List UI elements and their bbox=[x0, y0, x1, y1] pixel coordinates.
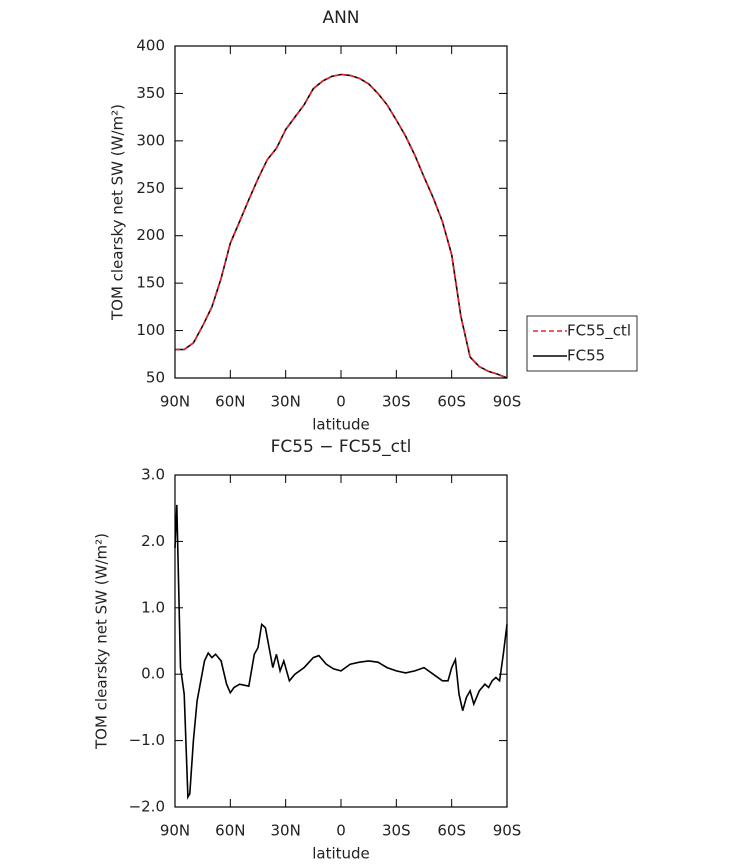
x-tick-label: 0 bbox=[336, 822, 346, 840]
x-tick-label: 60S bbox=[437, 822, 466, 840]
x-tick-label: 30S bbox=[382, 822, 411, 840]
x-tick-label: 30N bbox=[271, 393, 301, 411]
y-tick-label: 3.0 bbox=[141, 466, 165, 484]
x-tick-label: 30S bbox=[382, 393, 411, 411]
legend-label: FC55 bbox=[567, 347, 605, 365]
x-tick-label: 0 bbox=[336, 393, 346, 411]
x-axis-label: latitude bbox=[312, 416, 370, 434]
series-line bbox=[174, 504, 508, 800]
plot-frame bbox=[174, 474, 508, 808]
y-tick-label: 150 bbox=[136, 274, 165, 292]
y-tick-label: 2.0 bbox=[141, 532, 165, 550]
x-tick-label: 90S bbox=[493, 393, 522, 411]
x-tick-label: 60N bbox=[215, 822, 245, 840]
x-tick-label: 60S bbox=[437, 393, 466, 411]
y-tick-label: 0.0 bbox=[141, 665, 165, 683]
y-tick-label: 300 bbox=[136, 131, 165, 149]
series-line bbox=[175, 73, 508, 379]
y-tick-label: 100 bbox=[136, 321, 165, 339]
chart-title: FC55 − FC55_ctl bbox=[271, 437, 412, 457]
legend-box bbox=[526, 315, 638, 372]
y-axis-label: TOM clearsky net SW (W/m²) bbox=[93, 533, 111, 750]
y-tick-label: 200 bbox=[136, 226, 165, 244]
x-tick-label: 90S bbox=[493, 822, 522, 840]
legend-label: FC55_ctl bbox=[567, 322, 631, 341]
y-axis-label: TOM clearsky net SW (W/m²) bbox=[109, 104, 127, 321]
x-tick-label: 60N bbox=[215, 393, 245, 411]
y-tick-label: −1.0 bbox=[129, 731, 165, 749]
x-axis-label: latitude bbox=[312, 845, 370, 863]
x-tick-label: 90N bbox=[160, 822, 190, 840]
y-tick-label: 400 bbox=[136, 37, 165, 55]
series-line bbox=[175, 73, 508, 379]
y-tick-label: 50 bbox=[146, 369, 165, 387]
x-tick-label: 90N bbox=[160, 393, 190, 411]
y-tick-label: 350 bbox=[136, 84, 165, 102]
x-tick-label: 30N bbox=[271, 822, 301, 840]
y-tick-label: 250 bbox=[136, 179, 165, 197]
chart-title: ANN bbox=[322, 8, 359, 28]
y-tick-label: 1.0 bbox=[141, 598, 165, 616]
y-tick-label: −2.0 bbox=[129, 798, 165, 816]
plot-frame bbox=[174, 45, 508, 379]
